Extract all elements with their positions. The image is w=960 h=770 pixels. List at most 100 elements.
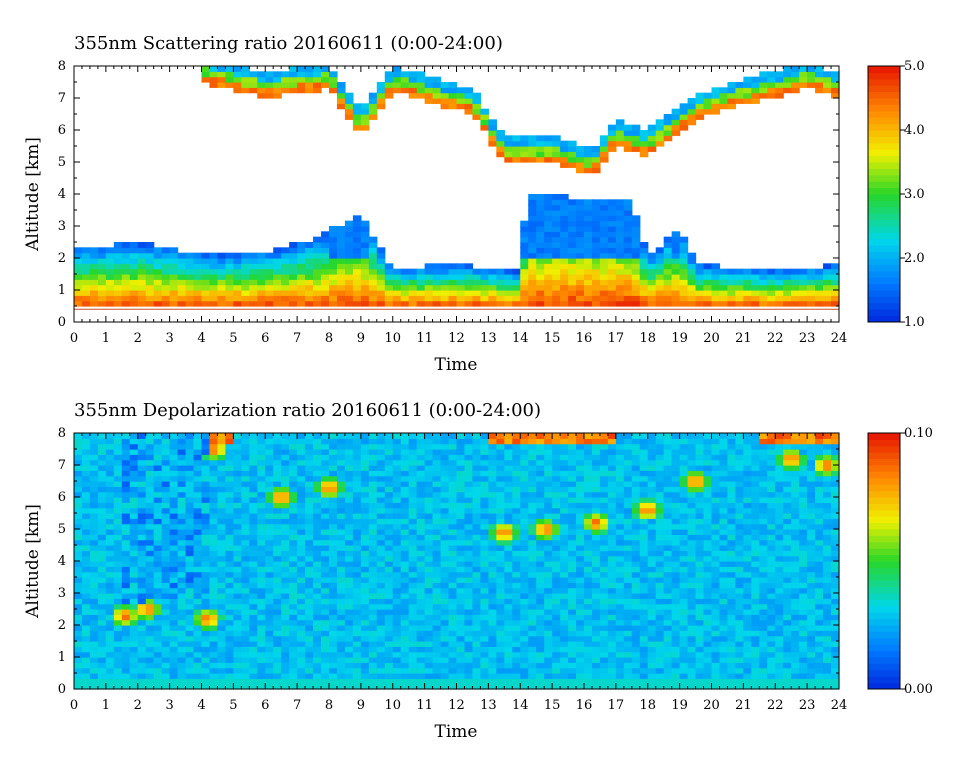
heatmap-cell bbox=[193, 507, 203, 514]
heatmap-cell bbox=[599, 247, 609, 254]
heatmap-cell bbox=[400, 529, 410, 535]
heatmap-cell bbox=[145, 523, 155, 530]
heatmap-cell bbox=[265, 518, 274, 525]
heatmap-cell bbox=[217, 539, 227, 546]
heatmap-cell bbox=[289, 614, 298, 621]
heatmap-cell bbox=[599, 571, 609, 578]
heatmap-cell bbox=[576, 598, 585, 605]
heatmap-cell bbox=[584, 635, 593, 642]
heatmap-cell bbox=[480, 539, 489, 546]
heatmap-cell bbox=[416, 667, 426, 674]
heatmap-cell bbox=[249, 561, 258, 567]
heatmap-cell bbox=[344, 454, 354, 461]
heatmap-cell bbox=[305, 263, 314, 270]
heatmap-cell bbox=[607, 204, 617, 211]
heatmap-cell bbox=[145, 673, 155, 679]
heatmap-cell bbox=[703, 108, 713, 115]
heatmap-cell bbox=[599, 236, 609, 243]
heatmap-cell bbox=[528, 247, 537, 254]
heatmap-cell bbox=[607, 146, 617, 152]
heatmap-cell bbox=[113, 641, 123, 647]
heatmap-cell bbox=[448, 518, 458, 525]
heatmap-cell bbox=[655, 247, 665, 254]
heatmap-cell bbox=[536, 199, 545, 206]
heatmap-cell bbox=[655, 268, 665, 275]
heatmap-cell bbox=[408, 475, 418, 482]
heatmap-cell bbox=[249, 545, 258, 551]
heatmap-cell bbox=[305, 443, 314, 450]
heatmap-cell bbox=[440, 513, 450, 519]
heatmap-cell bbox=[145, 598, 155, 605]
heatmap-cell bbox=[544, 433, 553, 439]
heatmap-cell bbox=[599, 555, 609, 562]
heatmap-cell bbox=[568, 210, 577, 216]
heatmap-cell bbox=[225, 667, 234, 674]
heatmap-cell bbox=[408, 279, 418, 286]
heatmap-cell bbox=[496, 598, 505, 605]
heatmap-cell bbox=[368, 513, 378, 519]
heatmap-cell bbox=[289, 507, 298, 514]
heatmap-cell bbox=[711, 279, 721, 286]
heatmap-cell bbox=[305, 71, 314, 78]
heatmap-cell bbox=[129, 258, 139, 264]
heatmap-cell bbox=[185, 555, 195, 562]
heatmap-cell bbox=[544, 614, 553, 621]
heatmap-cell bbox=[456, 577, 466, 583]
heatmap-cell bbox=[81, 657, 91, 663]
heatmap-cell bbox=[504, 625, 513, 631]
colorbar-segment bbox=[868, 245, 900, 253]
heatmap-cell bbox=[289, 491, 298, 498]
heatmap-cell bbox=[265, 550, 274, 557]
heatmap-cell bbox=[336, 475, 346, 482]
heatmap-cell bbox=[241, 641, 250, 647]
heatmap-cell bbox=[528, 683, 537, 690]
heatmap-cell bbox=[416, 300, 426, 307]
heatmap-cell bbox=[496, 274, 505, 280]
heatmap-cell bbox=[496, 449, 505, 455]
heatmap-cell bbox=[440, 491, 450, 498]
heatmap-cell bbox=[424, 683, 434, 690]
scattering-ratio-panel: 355nm Scattering ratio 20160611 (0:00-24… bbox=[23, 33, 925, 375]
heatmap-cell bbox=[305, 470, 314, 477]
heatmap-cell bbox=[257, 76, 266, 83]
heatmap-cell bbox=[384, 87, 394, 94]
heatmap-cell bbox=[113, 609, 123, 615]
heatmap-cell bbox=[679, 295, 689, 302]
heatmap-cell bbox=[448, 454, 458, 461]
heatmap-cell bbox=[576, 582, 585, 589]
heatmap-cell bbox=[185, 571, 195, 578]
heatmap-cell bbox=[97, 678, 107, 685]
heatmap-cell bbox=[408, 268, 418, 275]
heatmap-cell bbox=[576, 252, 585, 259]
heatmap-cell bbox=[74, 252, 83, 259]
heatmap-cell bbox=[352, 518, 362, 525]
heatmap-cell bbox=[74, 507, 83, 514]
heatmap-cell bbox=[576, 443, 585, 450]
heatmap-cell bbox=[560, 678, 569, 685]
heatmap-cell bbox=[584, 545, 593, 551]
heatmap-cell bbox=[193, 497, 203, 503]
heatmap-cell bbox=[488, 449, 497, 455]
heatmap-cell bbox=[225, 609, 234, 615]
heatmap-cell bbox=[153, 475, 163, 482]
heatmap-cell bbox=[201, 263, 211, 270]
heatmap-cell bbox=[591, 454, 601, 461]
heatmap-cell bbox=[169, 438, 179, 445]
heatmap-cell bbox=[536, 625, 545, 631]
heatmap-cell bbox=[392, 465, 402, 471]
heatmap-cell bbox=[121, 630, 131, 637]
heatmap-cell bbox=[113, 651, 123, 658]
heatmap-cell bbox=[201, 284, 211, 291]
heatmap-cell bbox=[153, 651, 163, 658]
heatmap-cell bbox=[576, 167, 585, 174]
heatmap-cell bbox=[281, 497, 290, 503]
heatmap-cell bbox=[265, 625, 274, 631]
heatmap-cell bbox=[647, 124, 657, 131]
heatmap-cell bbox=[464, 609, 474, 615]
heatmap-cell bbox=[273, 443, 282, 450]
heatmap-cell bbox=[360, 507, 370, 514]
heatmap-cell bbox=[281, 619, 290, 626]
heatmap-cell bbox=[456, 513, 466, 519]
heatmap-cell bbox=[376, 454, 386, 461]
heatmap-cell bbox=[432, 561, 442, 567]
